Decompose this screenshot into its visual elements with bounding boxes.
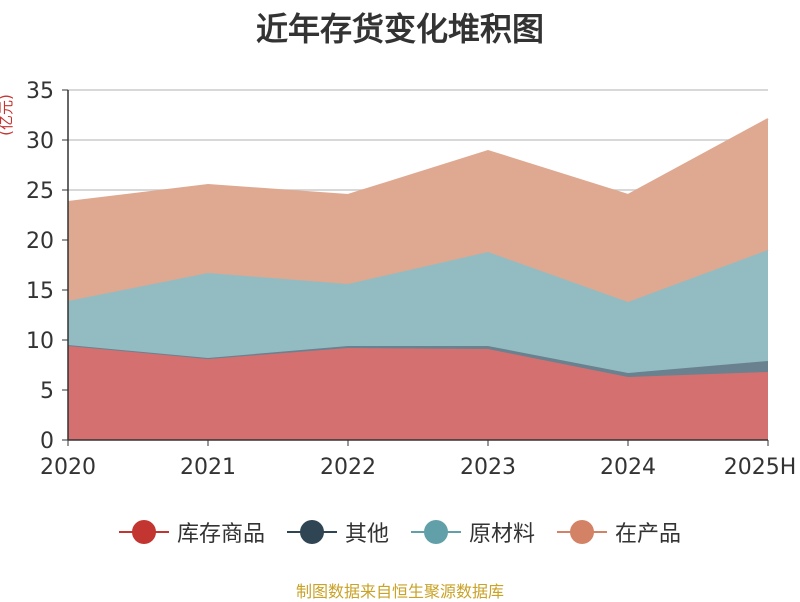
series-line-3: [67, 118, 769, 203]
y-tick-label: 25: [26, 179, 54, 204]
y-tick-label: 20: [26, 229, 54, 254]
x-tick-label: 2020: [40, 455, 96, 480]
y-tick-label: 10: [26, 329, 54, 354]
legend-label: 原材料: [469, 522, 536, 547]
x-tick-label: 2023: [460, 455, 516, 480]
series-area-1: [68, 345, 768, 377]
legend-item[interactable]: 在产品: [557, 516, 681, 548]
y-tick-label: 30: [26, 129, 54, 154]
legend-dot: [299, 520, 324, 544]
source-note: 制图数据来自恒生聚源数据库: [295, 582, 504, 601]
legend-marker-icon: [411, 518, 461, 546]
legend-marker-icon: [557, 518, 608, 546]
y-tick-label: 0: [40, 429, 54, 454]
legend-item[interactable]: 库存商品: [118, 516, 265, 548]
legend-label: 库存商品: [176, 522, 265, 547]
x-tick-label: 2025H: [724, 455, 797, 480]
legend-label: 在产品: [615, 522, 682, 547]
axes: 0 5 10 15 20 25 30 35 2020 2021 2022 2023 2024 2025H: [26, 79, 796, 480]
chart-legend: 库存商品 其他 原材料 在产品: [0, 516, 800, 548]
legend-dot: [424, 520, 448, 544]
legend-label: 其他: [344, 522, 389, 547]
legend-item[interactable]: 原材料: [411, 516, 535, 548]
legend-dot: [570, 520, 595, 544]
legend-marker-icon: [286, 518, 337, 546]
series-area-3: [68, 119, 768, 302]
legend-dot: [131, 520, 156, 544]
y-tick-label: 5: [40, 379, 54, 404]
series-area-2: [68, 250, 768, 373]
x-tick-label: 2021: [180, 455, 236, 480]
y-tick-label: 15: [26, 279, 54, 304]
y-axis-label: (亿元): [0, 94, 15, 136]
y-tick-label: 35: [26, 79, 54, 104]
x-tick-label: 2024: [600, 455, 656, 480]
legend-item[interactable]: 其他: [286, 516, 389, 548]
area-layer: [67, 118, 769, 440]
series-area-0: [68, 345, 768, 440]
chart-title: 近年存货变化堆积图: [255, 10, 544, 48]
x-tick-label: 2022: [320, 455, 376, 480]
legend-marker-icon: [118, 518, 169, 546]
